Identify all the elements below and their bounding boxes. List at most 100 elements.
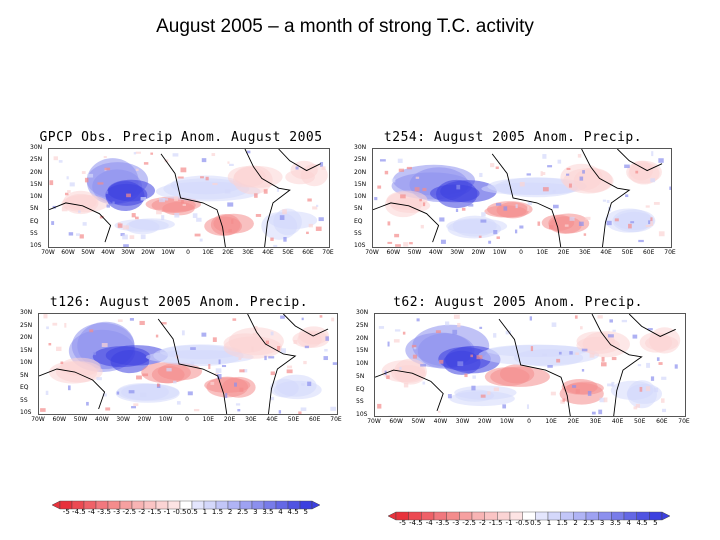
colorbar-tick-label: -0.5 (172, 508, 187, 516)
anomaly-cell (415, 176, 420, 179)
lon-tick-label: 30E (242, 249, 254, 256)
anomaly-cell (43, 314, 48, 319)
colorbar-tick-label: 0.5 (186, 508, 198, 516)
lon-tick-label: 50E (633, 418, 646, 425)
anomaly-cell (87, 173, 94, 178)
anomaly-cell (161, 322, 167, 325)
panel-title: GPCP Obs. Precip Anom. August 2005 (39, 130, 323, 145)
colorbar-tick-label: -0.5 (515, 519, 530, 527)
coastline (498, 318, 571, 416)
lon-tick-label: 40E (611, 418, 624, 425)
anomaly-cell (639, 386, 643, 392)
anomaly-cell (268, 356, 275, 359)
anomaly-cell (496, 236, 500, 239)
coastline (491, 153, 562, 247)
lat-tick-label: 10S (356, 411, 368, 418)
anomaly-cell (301, 383, 305, 386)
anomaly-cell (273, 244, 278, 247)
anomaly-cell (103, 156, 107, 159)
lon-tick-label: 10E (202, 249, 214, 256)
anomaly-cell (658, 231, 665, 237)
lon-tick-label: 40E (262, 249, 274, 256)
coastline (244, 149, 291, 247)
coastline (283, 314, 329, 337)
lon-tick-label: 50E (621, 249, 634, 256)
anomaly-cell (468, 203, 474, 207)
anomaly-cell (547, 165, 553, 168)
anomaly-cell (280, 315, 285, 319)
lon-tick-label: 40E (266, 416, 278, 423)
anomaly-cell (190, 361, 195, 365)
anomaly-cell (656, 357, 660, 361)
lat-tick-label: 10S (20, 409, 32, 416)
anomaly-cell (503, 206, 508, 211)
coastline (39, 368, 106, 410)
anomaly-cell (542, 353, 547, 356)
anomaly-cell (312, 206, 318, 210)
anomaly-cell (578, 221, 584, 226)
colorbar-tick-label: 1 (546, 519, 552, 527)
anomaly-blob (114, 219, 169, 232)
anomaly-cell (422, 187, 427, 192)
precip-anomaly-map (48, 148, 330, 248)
anomaly-cell (574, 315, 578, 319)
anomaly-cell (319, 315, 323, 318)
anomaly-cell (502, 404, 507, 409)
anomaly-cell (480, 219, 487, 223)
lon-tick-label: 60W (61, 249, 75, 256)
anomaly-cell (638, 239, 644, 243)
anomaly-blob (455, 389, 495, 402)
anomaly-cell (46, 326, 49, 330)
anomaly-cell (390, 369, 394, 374)
lat-tick-label: 20N (354, 168, 367, 176)
lat-tick-label: 25N (356, 321, 369, 329)
anomaly-cell (237, 409, 241, 412)
lat-tick-label: 5S (30, 229, 38, 237)
anomaly-cell (537, 221, 541, 226)
anomaly-cell (406, 166, 412, 170)
anomaly-cell (603, 397, 608, 403)
anomaly-cell (558, 351, 562, 355)
lat-tick-label: 10S (354, 242, 366, 249)
colorbar-tick-label: 2.5 (583, 519, 595, 527)
anomaly-cell (648, 220, 651, 225)
colorbar-tick-label: 0.5 (530, 519, 542, 527)
anomaly-cell (97, 182, 104, 185)
anomaly-cell (580, 326, 583, 330)
anomaly-blob (576, 336, 621, 354)
anomaly-cell (143, 162, 149, 165)
lon-tick-label: 70E (678, 418, 690, 425)
anomaly-cell (303, 360, 307, 365)
anomaly-cell (307, 198, 312, 202)
coastline (617, 149, 663, 172)
anomaly-cell (455, 208, 459, 212)
lat-tick-label: 30N (354, 144, 367, 151)
lat-tick-label: 5S (20, 396, 28, 404)
anomaly-cell (278, 410, 282, 414)
colorbar-tick-label: -4.5 (409, 519, 423, 527)
coastline (591, 314, 643, 416)
lat-tick-label: 5N (30, 205, 39, 213)
anomaly-cell (413, 347, 417, 350)
anomaly-cell (105, 407, 111, 411)
colorbar-tick-label: -3 (113, 508, 121, 516)
anomaly-cell (156, 209, 162, 215)
anomaly-cell (487, 391, 491, 395)
anomaly-cell (131, 213, 136, 218)
anomaly-blob (394, 358, 427, 385)
anomaly-cell (414, 187, 420, 192)
lon-tick-label: 70E (664, 249, 676, 256)
anomaly-cell (64, 192, 69, 196)
anomaly-cell (478, 235, 482, 238)
colorbar-tick-label: 2 (227, 508, 233, 516)
lon-tick-label: 10W (500, 418, 514, 425)
lat-tick-label: 20N (30, 168, 43, 176)
coastline (375, 369, 444, 412)
anomaly-cell (646, 362, 651, 368)
anomaly-cell (316, 204, 319, 207)
anomaly-cell (155, 334, 159, 338)
lat-tick-label: 10N (354, 193, 367, 200)
anomaly-cell (440, 239, 446, 244)
anomaly-cell (540, 171, 543, 177)
anomaly-cell (476, 355, 483, 360)
